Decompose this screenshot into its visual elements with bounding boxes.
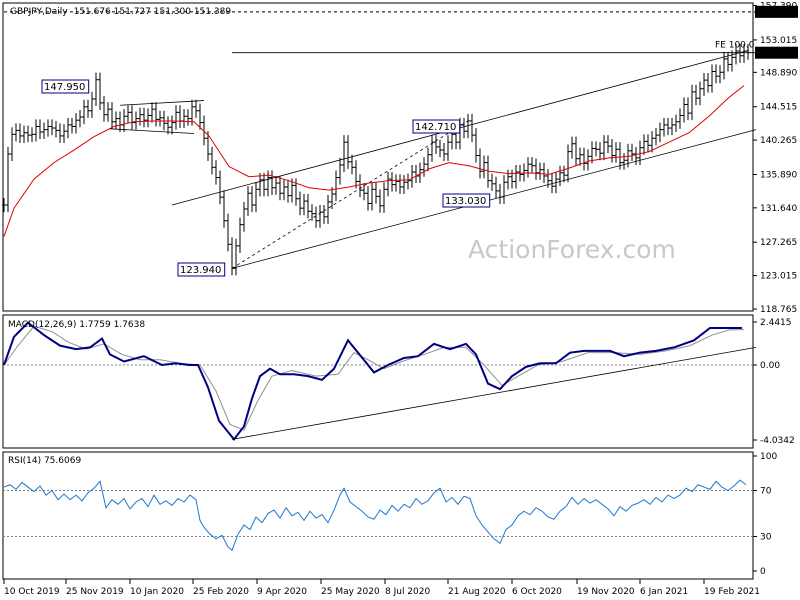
macd-layer [3,321,757,441]
symbol-header: GBPJPY,Daily 151.676 151.727 151.300 151.… [10,7,231,17]
consolidation-bottom-line [109,128,195,134]
date-tick-label: 6 Jan 2021 [640,587,688,597]
macd-panel [2,314,754,449]
price-tick-label: 153.015 [760,36,797,46]
date-tick-label: 25 May 2020 [321,587,380,597]
projection-dashed-line [231,120,469,269]
date-tick-label: 10 Jan 2020 [130,587,184,597]
macd-tick-label: 0.00 [760,361,780,371]
ohlc-label: 151.676 151.727 151.300 151.389 [74,7,232,17]
price-tick-label: 127.265 [760,238,797,248]
rsi-panel [2,451,754,580]
macd-line [3,321,742,441]
rsi-tick-label: 0 [760,567,766,577]
price-panel [2,2,754,312]
price-highlight-box [755,5,798,18]
price-tick-label: 144.515 [760,103,797,113]
date-tick-label: 25 Feb 2020 [193,587,249,597]
date-tick-label: 9 Apr 2020 [257,587,307,597]
annotation-box [177,262,226,277]
price-tick-label: 148.890 [760,68,797,78]
price-tick-label: 140.265 [760,136,797,146]
watermark: ActionForex.com [468,235,676,264]
symbol-label: GBPJPY,Daily [10,7,68,17]
price-tick-label: 118.765 [760,305,797,315]
macd-tick-label: 2.4415 [760,318,792,328]
macd-tick-label: -4.0342 [760,436,795,446]
annotation-label: 133.030 [445,196,486,207]
date-tick-label: 19 Nov 2020 [577,587,635,597]
rsi-tick-label: 70 [760,487,772,497]
annotation-box [442,193,491,208]
annotation-label: 142.710 [415,122,456,133]
consolidation-top-line [119,100,205,106]
annotation-box [412,119,461,134]
macd-label: MACD(12,26,9) 1.7759 1.7638 [8,320,145,330]
annotation-label: FE 100.0 [715,41,755,51]
date-tick-label: 8 Jul 2020 [385,587,430,597]
price-highlight-box [755,46,798,59]
axis-layer: 157.390153.015148.890144.515140.265135.8… [3,2,798,597]
rsi-label: RSI(14) 75.6069 [8,456,81,466]
rsi-layer [3,479,753,552]
annotation-label: 147.950 [44,82,85,93]
date-tick-label: 6 Oct 2020 [512,587,562,597]
annotation-box [41,79,90,94]
date-tick-label: 19 Feb 2021 [704,587,760,597]
price-highlight-label: 156.590 [759,8,796,18]
annotation-label: 123.940 [180,265,221,276]
price-highlight-label: 151.389 [759,49,796,59]
macd-trendline [231,346,757,440]
price-tick-label: 131.640 [760,204,797,214]
sma-line [3,85,745,237]
price-layer: 147.950 142.710 133.030 123.940 FE 100.0 [2,11,757,277]
rsi-line [3,479,747,552]
date-tick-label: 10 Oct 2019 [4,587,60,597]
macd-signal-line [3,325,744,431]
date-tick-label: 21 Aug 2020 [448,587,506,597]
price-tick-label: 123.015 [760,272,797,282]
channel-upper-line [171,49,750,206]
channel-lower-line [231,129,757,269]
date-tick-label: 25 Nov 2019 [66,587,124,597]
price-tick-label: 135.890 [760,170,797,180]
rsi-tick-label: 30 [760,533,772,543]
rsi-tick-label: 100 [760,452,777,462]
